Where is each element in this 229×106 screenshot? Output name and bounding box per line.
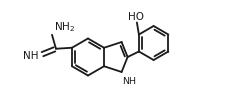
Text: NH: NH: [23, 51, 39, 61]
Text: NH: NH: [122, 77, 136, 86]
Text: HO: HO: [127, 11, 143, 22]
Text: NH$_2$: NH$_2$: [54, 20, 75, 34]
